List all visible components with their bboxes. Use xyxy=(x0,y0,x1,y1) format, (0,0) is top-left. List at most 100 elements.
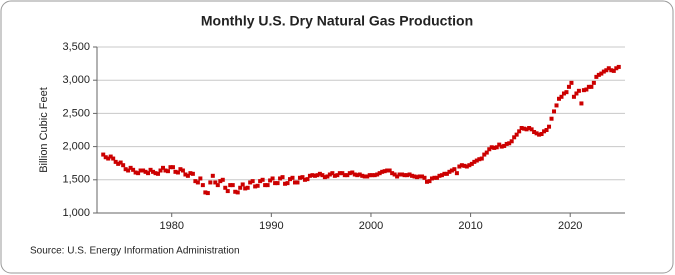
data-point xyxy=(238,185,243,190)
data-point xyxy=(427,179,432,184)
data-point xyxy=(614,66,619,71)
data-point xyxy=(205,191,210,196)
data-point xyxy=(218,179,223,184)
data-point xyxy=(365,174,370,179)
data-point xyxy=(482,152,487,157)
data-point xyxy=(327,172,332,177)
data-point xyxy=(268,178,273,183)
data-point xyxy=(559,94,564,99)
data-point xyxy=(387,168,392,173)
data-point xyxy=(173,169,178,174)
data-point xyxy=(200,183,205,188)
data-point xyxy=(235,190,240,195)
data-point xyxy=(315,173,320,178)
data-point xyxy=(233,189,238,194)
data-point xyxy=(248,180,253,185)
data-point xyxy=(375,172,380,177)
data-point xyxy=(601,69,606,74)
data-point xyxy=(213,180,218,185)
data-point xyxy=(410,173,415,178)
y-tick-label: 2,000 xyxy=(62,141,90,153)
data-point xyxy=(554,103,559,108)
y-tick-label: 1,000 xyxy=(62,207,90,219)
y-tick-label: 3,500 xyxy=(62,41,90,53)
data-point xyxy=(589,84,594,89)
data-point xyxy=(517,129,522,134)
data-point xyxy=(113,159,118,164)
data-point xyxy=(108,154,113,159)
data-point xyxy=(454,171,459,176)
data-point xyxy=(591,80,596,85)
data-point xyxy=(547,124,552,129)
data-point xyxy=(185,173,190,178)
data-point xyxy=(549,116,554,121)
data-point xyxy=(596,72,601,77)
data-point xyxy=(312,173,317,178)
data-point xyxy=(230,183,235,188)
data-point xyxy=(300,175,305,180)
x-tick-label: 2020 xyxy=(558,220,582,232)
data-point xyxy=(434,175,439,180)
data-point xyxy=(347,171,352,176)
data-point xyxy=(566,84,571,89)
data-point xyxy=(295,180,300,185)
data-point xyxy=(290,175,295,180)
data-point xyxy=(293,180,297,185)
data-point xyxy=(581,88,586,93)
data-point xyxy=(459,163,464,168)
data-point xyxy=(527,126,532,131)
data-point xyxy=(310,173,315,178)
data-point xyxy=(429,176,434,181)
data-point xyxy=(183,172,188,177)
data-point xyxy=(447,169,452,174)
x-tick-label: 2000 xyxy=(359,220,383,232)
data-point xyxy=(190,171,195,176)
data-point xyxy=(168,165,173,170)
data-point xyxy=(280,175,285,180)
data-point xyxy=(360,173,365,178)
data-point xyxy=(141,168,146,173)
data-point xyxy=(402,173,407,178)
data-point xyxy=(529,127,534,132)
data-point xyxy=(561,91,566,96)
data-point xyxy=(507,141,512,146)
data-point xyxy=(335,173,340,178)
data-point xyxy=(128,165,133,170)
data-point xyxy=(502,143,507,148)
data-point xyxy=(148,167,153,172)
data-point xyxy=(156,171,161,176)
data-point xyxy=(425,179,429,184)
data-point xyxy=(175,170,180,175)
data-point xyxy=(220,177,225,182)
data-point xyxy=(188,171,193,176)
data-point xyxy=(514,132,519,137)
data-point xyxy=(133,170,138,175)
data-point xyxy=(275,181,280,186)
data-point xyxy=(245,185,250,190)
data-point xyxy=(143,169,148,174)
data-point xyxy=(532,129,537,134)
data-point xyxy=(392,172,397,177)
data-point xyxy=(382,169,387,174)
data-point xyxy=(126,168,131,173)
data-point xyxy=(519,126,524,131)
data-point xyxy=(439,173,444,178)
data-point xyxy=(420,174,425,179)
data-point xyxy=(283,181,288,186)
data-point xyxy=(534,131,539,136)
data-point xyxy=(357,172,362,177)
data-point xyxy=(228,183,233,188)
data-point xyxy=(472,159,477,164)
data-point xyxy=(509,139,514,144)
x-tick-label: 1980 xyxy=(159,220,183,232)
data-point xyxy=(161,165,165,170)
data-point xyxy=(325,174,330,179)
data-point xyxy=(342,173,347,178)
y-tick-label: 3,000 xyxy=(62,74,90,86)
data-point xyxy=(265,183,270,188)
data-point xyxy=(489,145,494,150)
data-point xyxy=(278,176,283,181)
data-point xyxy=(579,101,584,106)
